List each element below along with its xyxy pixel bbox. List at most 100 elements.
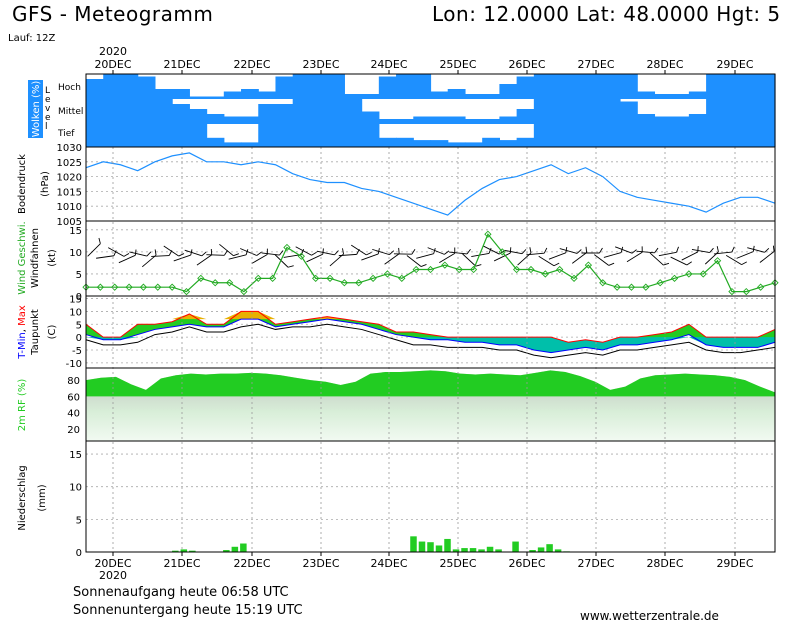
wind-barb-flag bbox=[663, 262, 670, 266]
wind-barb-staff bbox=[504, 249, 523, 255]
website-link[interactable]: www.wetterzentrale.de bbox=[580, 609, 719, 623]
cloud-cell bbox=[516, 76, 535, 99]
bottom-date-label: 24DEC bbox=[370, 557, 407, 570]
wind-barb-flag bbox=[565, 246, 568, 253]
wind-barb-flag bbox=[509, 247, 512, 254]
cloud-cell bbox=[619, 124, 638, 147]
dewpoint-line bbox=[85, 323, 776, 359]
wind-speed-point bbox=[426, 265, 435, 274]
wind-speed-point bbox=[570, 274, 578, 282]
cloud-cell bbox=[499, 84, 518, 99]
wind-barb-flag bbox=[201, 251, 207, 257]
wind-barb-staff bbox=[350, 244, 367, 256]
sunrise-text: Sonnenaufgang heute 06:58 UTC bbox=[73, 585, 289, 600]
wind-barb bbox=[427, 247, 450, 255]
precip-bar bbox=[180, 549, 188, 552]
cloud-label-bg bbox=[28, 80, 43, 138]
wind-speed-point bbox=[369, 274, 377, 282]
wind-barb-flag bbox=[599, 247, 603, 254]
cloud-cell bbox=[137, 99, 156, 124]
wind-barb bbox=[338, 248, 360, 257]
wind-barb-staff bbox=[141, 254, 157, 268]
wind-barb-staff bbox=[493, 252, 511, 262]
wind-speed-point bbox=[225, 279, 234, 287]
wind-barb-staff bbox=[184, 249, 202, 257]
wind-barb bbox=[548, 246, 568, 260]
wind-barb-staff bbox=[163, 245, 179, 257]
wind-speed-point bbox=[498, 248, 506, 256]
temp-tick: 5 bbox=[76, 320, 82, 331]
wind-barb-staff bbox=[406, 255, 422, 267]
wind-barb bbox=[87, 237, 101, 257]
cloud-cell bbox=[223, 116, 242, 124]
wind-barb bbox=[482, 245, 505, 255]
temp-max-label: Max bbox=[17, 305, 28, 326]
wind-barb-staff bbox=[571, 252, 587, 264]
cloud-cell bbox=[378, 76, 397, 99]
cloud-cell bbox=[671, 116, 690, 124]
wind-axis-label2: Windfahnen bbox=[30, 228, 41, 288]
precip-bar bbox=[223, 550, 230, 552]
wind-barb-staff bbox=[251, 254, 268, 264]
wind-speed-point bbox=[512, 265, 521, 274]
cloud-cell bbox=[154, 89, 173, 99]
panel-frame bbox=[85, 146, 776, 222]
pressure-tick: 1030 bbox=[57, 143, 82, 154]
level-letter: e bbox=[45, 113, 51, 123]
temp-sep: , bbox=[17, 326, 28, 332]
wind-barb bbox=[636, 247, 659, 254]
cloud-cell bbox=[344, 99, 363, 124]
top-date-label: 29DEC bbox=[716, 58, 753, 71]
temp-axis-label: T-Min, Max bbox=[17, 305, 28, 360]
wind-barb-flag bbox=[210, 248, 213, 255]
cloud-cell bbox=[482, 94, 500, 99]
wind-barb-flag bbox=[676, 246, 679, 253]
wind-speed-point bbox=[627, 283, 636, 291]
wind-barb bbox=[594, 254, 615, 266]
cloud-cell bbox=[120, 99, 139, 124]
wind-barb-staff bbox=[759, 251, 775, 263]
wind-barb bbox=[163, 245, 185, 257]
wind-barb-flag bbox=[334, 250, 339, 256]
cloud-cell bbox=[637, 114, 656, 124]
wind-barb bbox=[274, 254, 294, 268]
wind-barb-flag bbox=[654, 247, 659, 254]
bottom-date-label: 20DEC bbox=[94, 557, 131, 570]
wind-barb-staff bbox=[713, 251, 732, 255]
wind-barb bbox=[206, 250, 228, 256]
cloud-cell bbox=[154, 99, 173, 124]
wind-speed-point bbox=[111, 283, 119, 291]
cloud-cell bbox=[533, 124, 552, 147]
cloud-cell bbox=[396, 137, 414, 147]
cloud-cell bbox=[309, 124, 328, 147]
cloud-cell bbox=[637, 91, 656, 99]
wind-barb bbox=[141, 249, 157, 268]
bottom-date-label: 29DEC bbox=[716, 557, 753, 570]
wind-barb-staff bbox=[670, 256, 688, 266]
wind-axis-label: Wind Geschwi. bbox=[17, 221, 28, 294]
cloud-cell bbox=[516, 137, 535, 147]
bottom-date-label: 26DEC bbox=[508, 557, 545, 570]
wind-tick: 15 bbox=[69, 226, 82, 237]
bottom-date-label: 28DEC bbox=[646, 557, 683, 570]
wind-barb-staff bbox=[261, 252, 280, 256]
cloud-cell bbox=[172, 104, 190, 124]
precip-bar bbox=[486, 546, 494, 552]
wind-speed-point bbox=[685, 270, 693, 278]
pressure-unit: (hPa) bbox=[40, 171, 51, 197]
wind-speed-point bbox=[340, 279, 349, 287]
cloud-cell bbox=[103, 124, 122, 147]
cloud-cell bbox=[602, 124, 621, 147]
wind-barb-staff bbox=[681, 251, 698, 261]
wind-barb bbox=[559, 248, 582, 254]
cloud-cell bbox=[688, 91, 707, 99]
cloud-cell bbox=[551, 74, 569, 99]
cloud-cell bbox=[137, 76, 156, 99]
cloud-cell bbox=[344, 94, 363, 99]
wind-barb bbox=[615, 246, 637, 254]
precip-bar bbox=[427, 542, 434, 552]
cloud-cell bbox=[602, 74, 621, 99]
wind-barb-flag bbox=[256, 251, 262, 256]
precip-bar bbox=[469, 548, 477, 552]
